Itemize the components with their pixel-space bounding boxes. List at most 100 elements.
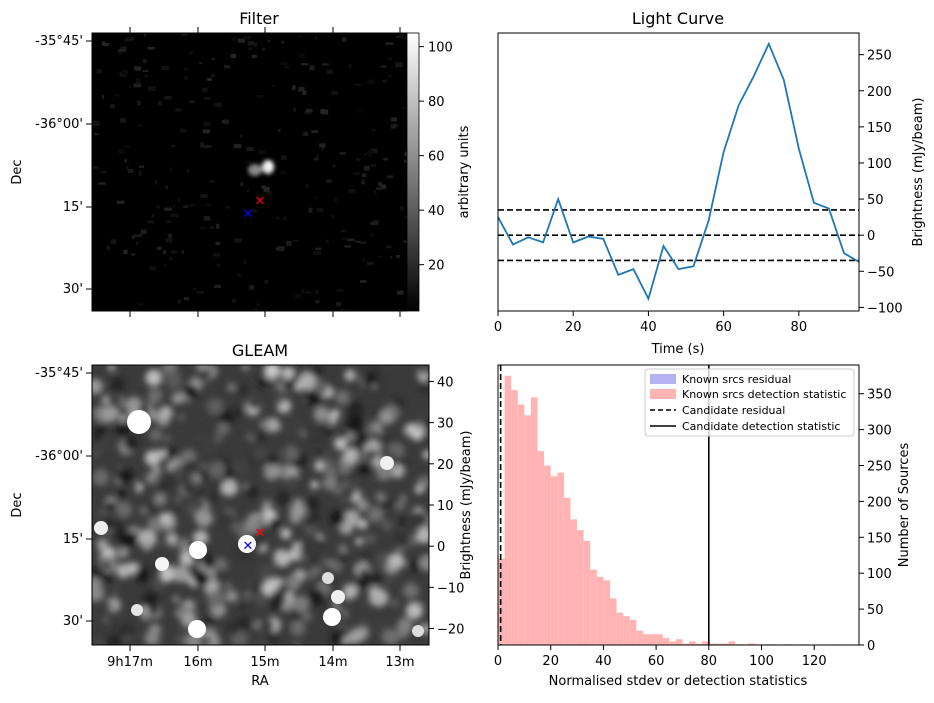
gleam-noise-blob [239,603,247,611]
histogram-bar [596,576,604,645]
gleam-noise-blob [399,494,407,502]
filter-colorbar-label: arbitrary units [457,125,472,218]
legend-swatch-detection [650,389,676,399]
filter-noise-speckle [106,246,110,250]
gleam-noise-blob [268,595,284,612]
gleam-noise-blob [393,532,410,548]
gleam-noise-blob [116,423,130,437]
gleam-colorbar-tick-label: 0 [437,540,445,555]
gleam-noise-blob [370,431,379,440]
filter-noise-speckle [266,39,271,43]
gleam-noise-blob [105,500,116,511]
gleam-noise-blob [161,473,178,490]
filter-noise-speckle [395,62,403,68]
filter-noise-speckle [353,172,361,175]
gleam-noise-blob [94,423,107,436]
filter-noise-speckle [177,300,181,304]
filter-noise-speckle [245,160,252,163]
gleam-noise-blob [337,621,348,633]
filter-y-tick-label: 15' [63,200,83,215]
filter-noise-speckle [313,250,321,255]
filter-noise-speckle [315,196,319,200]
filter-noise-speckle [256,303,260,306]
filter-noise-speckle [366,261,374,266]
filter-noise-speckle [309,65,315,71]
gleam-noise-blob [241,365,251,371]
filter-noise-speckle [314,36,318,40]
gleam-noise-blob [253,447,267,461]
histogram-panel: 0 20 40 60 80 100 120 350 300 250 200 150 100 50 0 No… [494,364,912,689]
gleam-noise-blob [356,432,370,446]
filter-noise-speckle [192,287,197,291]
gleam-noise-blob [216,422,230,436]
filter-noise-speckle [326,179,332,183]
gleam-noise-blob [195,509,213,527]
gleam-noise-blob [342,583,359,600]
histogram-bar [616,612,624,645]
gleam-x-ticks: 9h17m 16m 15m 14m 13m [107,645,415,670]
filter-noise-speckle [240,134,243,138]
legend-label: Candidate detection statistic [682,420,840,433]
filter-x-ticks [129,27,401,317]
filter-noise-speckle [231,298,237,303]
filter-noise-speckle [316,154,319,159]
gleam-noise-blob [205,425,214,433]
histogram-y-tick-label: 50 [867,603,884,618]
filter-noise-speckle [149,266,156,270]
gleam-noise-blob [329,560,342,573]
gleam-noise-blob [266,631,279,644]
gleam-noise-blob [193,434,207,447]
histogram-bar [649,634,657,645]
histogram-bar [662,637,670,645]
filter-noise-speckle [386,175,394,179]
histogram-x-tick-label: 120 [802,654,827,669]
filter-noise-speckle [366,151,374,154]
filter-noise-speckle [183,205,189,208]
filter-noise-speckle [281,40,284,44]
gleam-noise-blob [171,456,183,468]
filter-noise-speckle [332,165,336,168]
gleam-noise-blob [330,510,346,526]
filter-noise-speckle [249,208,258,213]
histogram-bar [583,540,591,645]
gleam-noise-blob [338,544,349,555]
lightcurve-x-tick-label: 80 [791,320,808,335]
histogram-axes-frame [497,364,860,646]
filter-noise-speckle [202,87,208,93]
gleam-noise-blob [269,517,281,530]
filter-noise-speckle [315,290,319,294]
filter-noise-speckle [301,288,305,293]
filter-noise-speckle [171,250,177,254]
histogram-bar [511,390,518,645]
filter-image [92,33,407,311]
filter-noise-speckle [164,207,173,211]
gleam-noise-blob [334,437,348,451]
filter-noise-speckle [199,226,207,229]
histogram-bar [570,519,578,645]
gleam-noise-blob [405,423,416,434]
filter-colorbar-tick-label: 60 [428,150,445,165]
histogram-bar [557,472,564,645]
histogram-bar [682,643,690,645]
gleam-y-tick-label: 30' [63,614,83,629]
gleam-noise-texture [92,365,429,645]
gleam-noise-blob [145,471,159,485]
filter-noise-speckle [123,249,128,255]
gleam-noise-blob [396,617,413,634]
gleam-noise-blob [204,492,218,506]
gleam-noise-blob [242,590,253,601]
gleam-noise-blob [278,424,288,434]
gleam-y-tick-label: -35°45' [35,366,83,381]
lightcurve-threshold-lines [498,209,859,262]
filter-noise-speckle [331,214,335,218]
filter-noise-speckle [359,280,367,283]
histogram-bar [702,641,709,645]
filter-noise-speckle [271,84,275,87]
gleam-noise-blob [92,577,103,594]
gleam-noise-blob [245,485,258,498]
histogram-x-tick-label: 100 [749,654,774,669]
filter-noise-speckle [128,169,134,173]
gleam-noise-blob [324,467,337,480]
filter-noise-speckle [243,260,247,265]
gleam-noise-blob [382,628,400,645]
